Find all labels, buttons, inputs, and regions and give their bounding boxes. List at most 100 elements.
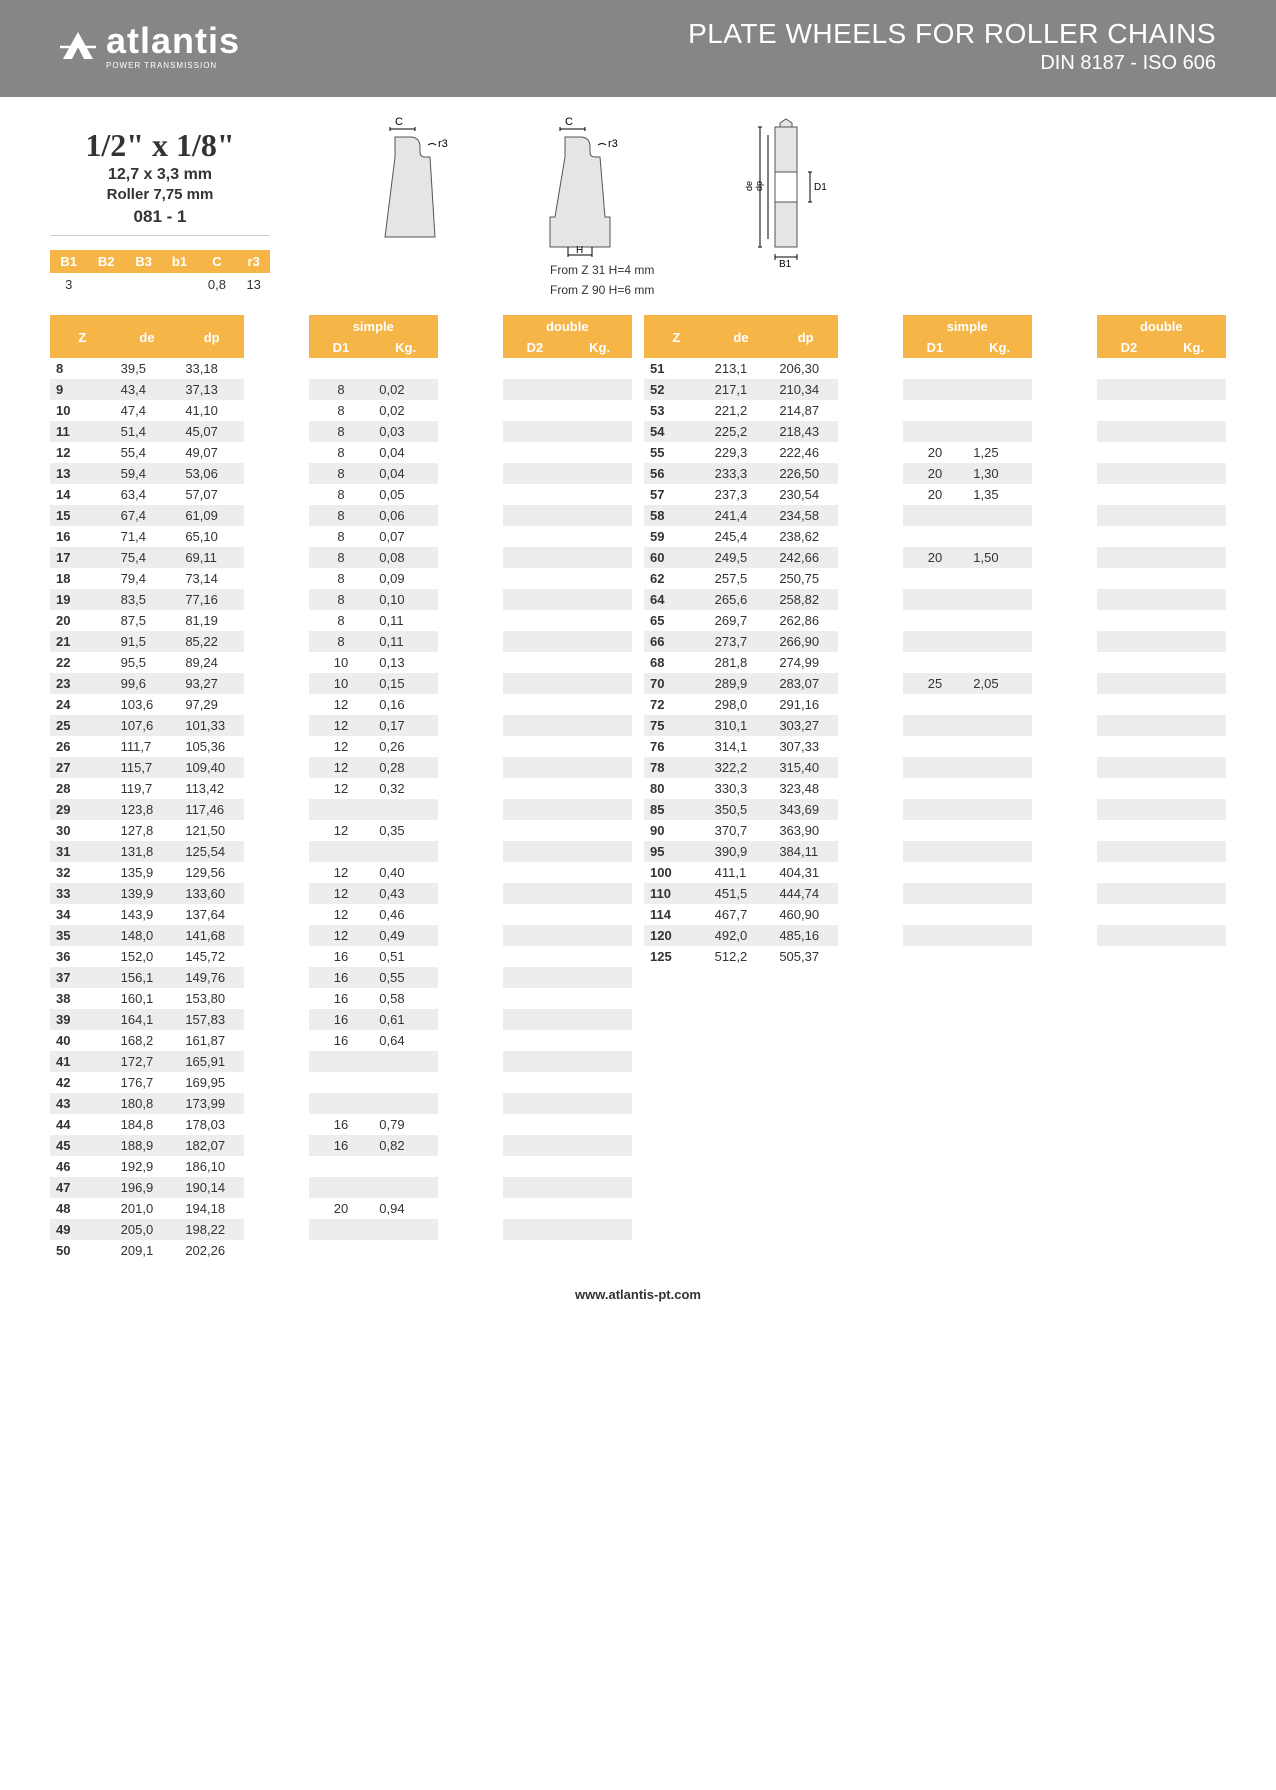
svg-text:C: C: [395, 116, 403, 128]
table-row: 44184,8178,03160,79: [50, 1114, 632, 1135]
diagram-note-1: From Z 31 H=4 mm: [550, 263, 660, 277]
table-row: 38160,1153,80160,58: [50, 988, 632, 1009]
svg-text:r3: r3: [438, 138, 448, 150]
table-row: 1047,441,1080,02: [50, 400, 632, 421]
table-row: 62257,5250,75: [644, 568, 1226, 589]
th-de: de: [709, 315, 774, 358]
param-table: B1B2B3b1Cr3 30,813: [50, 250, 270, 296]
table-row: 49205,0198,22: [50, 1219, 632, 1240]
brand-name: atlantis: [106, 23, 240, 59]
table-row: 90370,7363,90: [644, 820, 1226, 841]
th-z: Z: [50, 315, 115, 358]
table-row: 55229,3222,46201,25: [644, 442, 1226, 463]
brand-tagline: POWER TRANSMISSION: [106, 61, 240, 70]
svg-text:de: de: [744, 181, 754, 191]
table-row: 46192,9186,10: [50, 1156, 632, 1177]
data-table-right: Z de dp simple double D1 Kg. D2 Kg.: [644, 315, 1226, 967]
table-row: 85350,5343,69: [644, 799, 1226, 820]
th-double: double: [503, 315, 632, 337]
footer-url: www.atlantis-pt.com: [50, 1287, 1226, 1302]
spec-size: 1/2" x 1/8": [50, 127, 270, 164]
spec-mm: 12,7 x 3,3 mm: [50, 166, 270, 184]
param-header: B3: [125, 250, 162, 273]
param-value: 0,8: [197, 273, 238, 296]
table-row: 65269,7262,86: [644, 610, 1226, 631]
diagram-tooth-1: C r3: [380, 117, 470, 237]
table-row: 33139,9133,60120,43: [50, 883, 632, 904]
table-row: 68281,8274,99: [644, 652, 1226, 673]
table-row: 42176,7169,95: [50, 1072, 632, 1093]
table-row: 31131,8125,54: [50, 841, 632, 862]
table-row: 34143,9137,64120,46: [50, 904, 632, 925]
table-row: 1151,445,0780,03: [50, 421, 632, 442]
table-row: 45188,9182,07160,82: [50, 1135, 632, 1156]
param-header: B2: [87, 250, 124, 273]
table-row: 125512,2505,37: [644, 946, 1226, 967]
table-row: 66273,7266,90: [644, 631, 1226, 652]
spec-code: 081 - 1: [50, 207, 270, 227]
table-row: 75310,1303,27: [644, 715, 1226, 736]
table-row: 1879,473,1480,09: [50, 568, 632, 589]
table-row: 943,437,1380,02: [50, 379, 632, 400]
table-row: 47196,9190,14: [50, 1177, 632, 1198]
table-row: 35148,0141,68120,49: [50, 925, 632, 946]
table-row: 1463,457,0780,05: [50, 484, 632, 505]
table-row: 27115,7109,40120,28: [50, 757, 632, 778]
table-row: 53221,2214,87: [644, 400, 1226, 421]
svg-text:C: C: [565, 116, 573, 128]
table-row: 59245,4238,62: [644, 526, 1226, 547]
th-d1: D1: [309, 337, 374, 358]
table-row: 2295,589,24100,13: [50, 652, 632, 673]
svg-text:dp: dp: [754, 181, 764, 191]
table-row: 110451,5444,74: [644, 883, 1226, 904]
svg-text:D1: D1: [814, 182, 827, 193]
table-row: 64265,6258,82: [644, 589, 1226, 610]
table-row: 1775,469,1180,08: [50, 547, 632, 568]
th-simple: simple: [309, 315, 438, 337]
table-row: 114467,7460,90: [644, 904, 1226, 925]
th-dp: dp: [773, 315, 838, 358]
data-table-left: Z de dp simple double D1 Kg. D2 Kg.: [50, 315, 632, 1261]
spec-box: 1/2" x 1/8" 12,7 x 3,3 mm Roller 7,75 mm…: [50, 117, 270, 236]
page-subtitle: DIN 8187 - ISO 606: [688, 52, 1216, 75]
table-row: 28119,7113,42120,32: [50, 778, 632, 799]
th-d2: D2: [1097, 337, 1162, 358]
table-row: 41172,7165,91: [50, 1051, 632, 1072]
table-row: 36152,0145,72160,51: [50, 946, 632, 967]
table-row: 1671,465,1080,07: [50, 526, 632, 547]
table-row: 24103,697,29120,16: [50, 694, 632, 715]
table-row: 1567,461,0980,06: [50, 505, 632, 526]
table-row: 72298,0291,16: [644, 694, 1226, 715]
diagram-note-2: From Z 90 H=6 mm: [550, 283, 660, 297]
table-row: 120492,0485,16: [644, 925, 1226, 946]
svg-text:r3: r3: [608, 138, 618, 150]
table-row: 78322,2315,40: [644, 757, 1226, 778]
th-de: de: [115, 315, 180, 358]
page-title: PLATE WHEELS FOR ROLLER CHAINS: [688, 18, 1216, 50]
table-row: 32135,9129,56120,40: [50, 862, 632, 883]
table-row: 58241,4234,58: [644, 505, 1226, 526]
param-value: [125, 273, 162, 296]
table-row: 37156,1149,76160,55: [50, 967, 632, 988]
table-row: 51213,1206,30: [644, 358, 1226, 379]
table-row: 1983,577,1680,10: [50, 589, 632, 610]
table-row: 39164,1157,83160,61: [50, 1009, 632, 1030]
th-dp: dp: [179, 315, 244, 358]
table-row: 100411,1404,31: [644, 862, 1226, 883]
th-z: Z: [644, 315, 709, 358]
table-row: 29123,8117,46: [50, 799, 632, 820]
th-simple: simple: [903, 315, 1032, 337]
param-value: 3: [50, 273, 87, 296]
th-kg1: Kg.: [373, 337, 438, 358]
table-row: 80330,3323,48: [644, 778, 1226, 799]
table-row: 48201,0194,18200,94: [50, 1198, 632, 1219]
param-header: C: [197, 250, 238, 273]
table-row: 25107,6101,33120,17: [50, 715, 632, 736]
table-row: 50209,1202,26: [50, 1240, 632, 1261]
param-header: r3: [237, 250, 270, 273]
table-row: 56233,3226,50201,30: [644, 463, 1226, 484]
diagram-tooth-2: C r3 H From Z 31 H=4 mm From Z 90 H=6 mm: [550, 117, 660, 297]
table-row: 54225,2218,43: [644, 421, 1226, 442]
spec-roller: Roller 7,75 mm: [50, 186, 270, 203]
th-kg2: Kg.: [1161, 337, 1226, 358]
